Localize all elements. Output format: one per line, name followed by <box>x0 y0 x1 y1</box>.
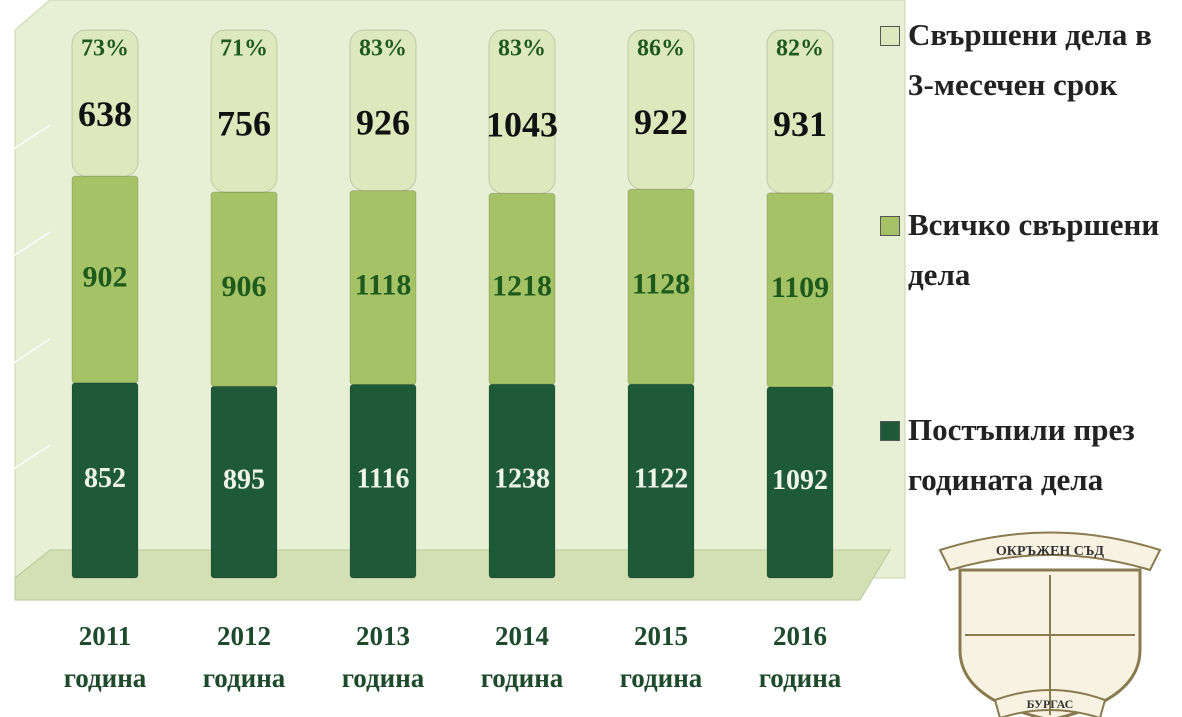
percent-label: 86% <box>637 36 685 62</box>
logo-bottom: БУРГАС <box>1027 697 1074 711</box>
value-label: 756 <box>217 103 271 143</box>
floor <box>14 549 891 601</box>
value-label: 922 <box>634 102 688 142</box>
value-label: 1238 <box>494 463 550 494</box>
x-tick-label: 2012 година <box>202 621 286 693</box>
value-label: 1122 <box>634 464 688 495</box>
percent-label: 71% <box>220 36 268 62</box>
legend-item: Всичко свършени дела <box>880 200 1180 300</box>
value-label: 931 <box>773 104 827 144</box>
bar-segment <box>488 29 556 194</box>
logo-top: ОКРЪЖЕН СЪД <box>996 544 1105 559</box>
value-label: 926 <box>356 103 410 143</box>
x-tick-label: 2016 година <box>758 621 842 693</box>
legend-swatch <box>880 216 900 236</box>
bar-segment <box>627 29 695 190</box>
value-label: 852 <box>84 463 126 494</box>
bar-segment <box>210 29 278 193</box>
value-label: 1116 <box>357 464 410 495</box>
legend-swatch <box>880 421 900 441</box>
value-label: 1218 <box>492 270 552 303</box>
x-tick-label: 2014 година <box>480 621 564 693</box>
x-tick-label: 2013 година <box>341 621 425 693</box>
percent-label: 73% <box>81 36 129 62</box>
x-tick-label: 2015 година <box>619 621 703 693</box>
bar-segment <box>766 29 834 194</box>
legend-swatch <box>880 26 900 46</box>
wall-lines <box>0 124 51 479</box>
legend-label: Свършени дела в 3-месечен срок <box>908 17 1152 102</box>
value-label: 1128 <box>632 268 690 301</box>
value-label: 1043 <box>486 104 558 144</box>
value-label: 902 <box>83 260 128 293</box>
value-label: 1109 <box>771 271 829 304</box>
value-label: 1092 <box>772 465 828 496</box>
value-label: 638 <box>78 94 132 134</box>
legend-label: Всичко свършени дела <box>908 207 1160 292</box>
logo: ОКРЪЖЕН СЪД БУРГАС <box>938 531 1162 717</box>
bar-segment <box>71 29 139 177</box>
value-label: 1118 <box>355 268 412 301</box>
legend-label: Постъпили през годината дела <box>908 412 1135 497</box>
percent-label: 82% <box>776 36 824 62</box>
bar-segment <box>349 29 417 192</box>
x-tick-label: 2011 година <box>63 621 147 693</box>
percent-label: 83% <box>498 36 546 62</box>
percent-label: 83% <box>359 36 407 62</box>
value-label: 895 <box>223 465 265 496</box>
legend-item: Постъпили през годината дела <box>880 405 1180 505</box>
legend-item: Свършени дела в 3-месечен срок <box>880 10 1180 110</box>
value-label: 906 <box>222 270 267 303</box>
